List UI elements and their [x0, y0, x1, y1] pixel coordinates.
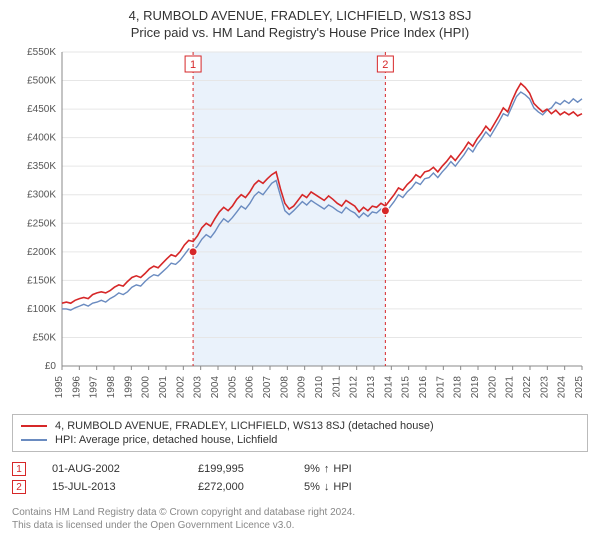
- x-tick-label: 2017: [435, 376, 446, 399]
- x-tick-label: 1997: [89, 376, 100, 399]
- y-tick-label: £500K: [27, 76, 56, 87]
- x-tick-label: 2010: [314, 376, 325, 399]
- tx-delta: 9% ↑HPI: [304, 463, 352, 475]
- y-tick-label: £0: [45, 361, 57, 372]
- x-tick-label: 2012: [349, 376, 360, 399]
- x-tick-label: 2011: [331, 376, 342, 398]
- tx-delta-pct: 9%: [304, 463, 320, 475]
- tx-price: £199,995: [198, 463, 278, 475]
- tx-price: £272,000: [198, 481, 278, 493]
- transaction-table: 1 01-AUG-2002 £199,995 9% ↑HPI 2 15-JUL-2013 £2…: [12, 460, 588, 496]
- y-tick-label: £550K: [27, 48, 56, 58]
- transaction-row: 2 15-JUL-2013 £272,000 5% ↓HPI: [12, 478, 588, 496]
- y-tick-label: £350K: [27, 161, 56, 172]
- x-tick-label: 2005: [227, 376, 238, 399]
- x-tick-label: 2002: [175, 376, 186, 399]
- x-tick-label: 2016: [418, 376, 429, 399]
- y-tick-label: £300K: [27, 190, 56, 201]
- tx-delta-label: HPI: [333, 481, 351, 493]
- legend-swatch: [21, 425, 47, 427]
- x-tick-label: 1998: [106, 376, 117, 399]
- x-tick-label: 2025: [574, 376, 585, 399]
- y-tick-label: £250K: [27, 218, 56, 229]
- x-tick-label: 2024: [557, 376, 568, 399]
- legend: 4, RUMBOLD AVENUE, FRADLEY, LICHFIELD, W…: [12, 414, 588, 452]
- x-tick-label: 1999: [123, 376, 134, 399]
- y-tick-label: £50K: [33, 332, 57, 343]
- chart-title-main: 4, RUMBOLD AVENUE, FRADLEY, LICHFIELD, W…: [12, 8, 588, 23]
- tx-delta-pct: 5%: [304, 481, 320, 493]
- x-tick-label: 2022: [522, 376, 533, 399]
- transaction-row: 1 01-AUG-2002 £199,995 9% ↑HPI: [12, 460, 588, 478]
- footer-line2: This data is licensed under the Open Gov…: [12, 519, 588, 532]
- tx-date: 15-JUL-2013: [52, 481, 172, 493]
- legend-label: 4, RUMBOLD AVENUE, FRADLEY, LICHFIELD, W…: [55, 420, 434, 432]
- x-tick-label: 2015: [401, 376, 412, 399]
- x-tick-label: 2009: [297, 376, 308, 399]
- tx-delta-arrow-icon: ↑: [324, 463, 330, 475]
- x-tick-label: 2021: [505, 376, 516, 399]
- price-chart: £0 £50K £100K £150K £200K £250K £300K £350K £400…: [12, 48, 588, 408]
- tx-marker-icon: 2: [12, 480, 26, 494]
- legend-label: HPI: Average price, detached house, Lich…: [55, 434, 277, 446]
- x-tick-label: 2004: [210, 376, 221, 399]
- y-tick-label: £150K: [27, 275, 56, 286]
- x-tick-label: 1995: [54, 376, 65, 399]
- data-source-footer: Contains HM Land Registry data © Crown c…: [12, 506, 588, 532]
- x-tick-label: 2014: [383, 376, 394, 399]
- x-tick-label: 2018: [453, 376, 464, 399]
- x-tick-label: 2019: [470, 376, 481, 399]
- tx-delta-label: HPI: [333, 463, 351, 475]
- tx-marker-label: 2: [382, 59, 388, 71]
- chart-svg: £0 £50K £100K £150K £200K £250K £300K £350K £400…: [12, 48, 588, 408]
- tx-date: 01-AUG-2002: [52, 463, 172, 475]
- tx-delta-arrow-icon: ↓: [324, 481, 330, 493]
- legend-row: HPI: Average price, detached house, Lich…: [21, 433, 579, 447]
- x-tick-label: 2008: [279, 376, 290, 399]
- x-tick-label: 2007: [262, 376, 273, 399]
- x-tick-label: 2006: [245, 376, 256, 399]
- legend-swatch: [21, 439, 47, 441]
- y-tick-label: £100K: [27, 304, 56, 315]
- y-tick-label: £400K: [27, 133, 56, 144]
- y-tick-label: £200K: [27, 247, 56, 258]
- tx-delta: 5% ↓HPI: [304, 481, 352, 493]
- x-tick-label: 1996: [71, 376, 82, 399]
- footer-line1: Contains HM Land Registry data © Crown c…: [12, 506, 588, 519]
- x-tick-label: 2001: [158, 376, 169, 399]
- x-tick-label: 2023: [539, 376, 550, 399]
- chart-title-block: 4, RUMBOLD AVENUE, FRADLEY, LICHFIELD, W…: [12, 8, 588, 40]
- x-tick-label: 2020: [487, 376, 498, 399]
- tx-marker-label: 1: [190, 59, 196, 71]
- tx-marker-icon: 1: [12, 462, 26, 476]
- chart-title-sub: Price paid vs. HM Land Registry's House …: [12, 25, 588, 40]
- y-tick-label: £450K: [27, 104, 56, 115]
- x-tick-label: 2000: [141, 376, 152, 399]
- legend-row: 4, RUMBOLD AVENUE, FRADLEY, LICHFIELD, W…: [21, 419, 579, 433]
- x-tick-label: 2013: [366, 376, 377, 399]
- x-tick-label: 2003: [193, 376, 204, 399]
